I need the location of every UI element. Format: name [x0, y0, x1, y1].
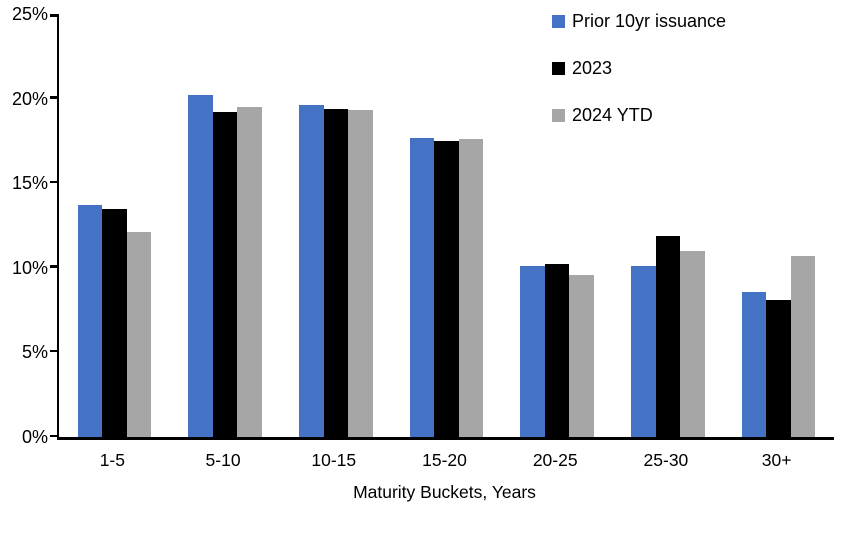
x-tick-label: 10-15: [311, 450, 357, 470]
y-tick-label: 5%: [21, 342, 48, 363]
x-tick-label: 25-30: [643, 450, 689, 470]
bar-15-20-prior-10yr-issuance: [409, 137, 435, 437]
x-axis-title: Maturity Buckets, Years: [353, 482, 536, 502]
y-axis-tick: [49, 14, 59, 17]
bar-5-10-2024-ytd: [237, 107, 262, 437]
legend-item-2024-ytd: 2024 YTD: [552, 105, 726, 125]
bar-30+-2023: [766, 299, 791, 437]
y-tick-label: 20%: [11, 88, 48, 109]
legend-label: 2023: [572, 57, 613, 78]
y-axis-tick: [49, 96, 59, 99]
legend-swatch-black-icon: [552, 61, 565, 75]
bar-5-10-prior-10yr-issuance: [188, 95, 213, 437]
bar-5-10-2023: [212, 112, 238, 437]
x-tick-label: 20-25: [532, 450, 578, 470]
legend-label: Prior 10yr issuance: [572, 10, 727, 31]
bar-10-15-prior-10yr-issuance: [299, 105, 324, 437]
plot-area: [49, 14, 834, 440]
legend-swatch-blue-icon: [552, 14, 565, 28]
y-axis: 0% 5% 10% 15% 20% 25%: [0, 0, 48, 534]
bar-20-25-2023: [544, 264, 570, 437]
bar-30+-prior-10yr-issuance: [741, 291, 767, 437]
bar-25-30-2024-ytd: [680, 250, 705, 437]
y-tick-label: 25%: [11, 4, 48, 24]
legend-item-prior-10yr-issuance: Prior 10yr issuance: [552, 11, 726, 31]
bar-25-30-2023: [655, 235, 681, 437]
y-tick-label: 15%: [11, 173, 48, 194]
x-tick-label: 5-10: [205, 450, 241, 470]
bar-25-30-prior-10yr-issuance: [631, 266, 656, 437]
bar-20-25-2024-ytd: [569, 274, 594, 437]
y-axis-tick: [49, 180, 59, 184]
bar-1-5-2023: [102, 208, 127, 437]
bar-10-15-2023: [323, 108, 349, 437]
y-axis-tick: [49, 265, 59, 268]
legend: Prior 10yr issuance 2023 2024 YTD: [552, 11, 726, 125]
bar-15-20-2023: [434, 140, 459, 437]
x-tick-label: 15-20: [422, 450, 467, 470]
bar-1-5-prior-10yr-issuance: [77, 205, 103, 437]
x-axis: 1-5 5-10 10-15 15-20 20-25 25-30 30+: [57, 449, 832, 473]
bar-30+-2024-ytd: [790, 256, 816, 437]
y-axis-tick: [49, 434, 59, 437]
bar-1-5-2024-ytd: [126, 232, 152, 437]
y-axis-tick: [49, 349, 59, 353]
bar-20-25-prior-10yr-issuance: [520, 266, 545, 437]
bar-15-20-2024-ytd: [458, 139, 484, 437]
legend-swatch-gray-icon: [552, 108, 565, 122]
x-tick-label: 1-5: [99, 450, 125, 470]
x-tick-label: 30+: [761, 450, 792, 470]
legend-item-2023: 2023: [552, 58, 726, 78]
y-tick-label: 0%: [21, 427, 48, 447]
legend-label: 2024 YTD: [572, 104, 653, 125]
y-tick-label: 10%: [11, 257, 48, 278]
bar-10-15-2024-ytd: [348, 110, 373, 437]
